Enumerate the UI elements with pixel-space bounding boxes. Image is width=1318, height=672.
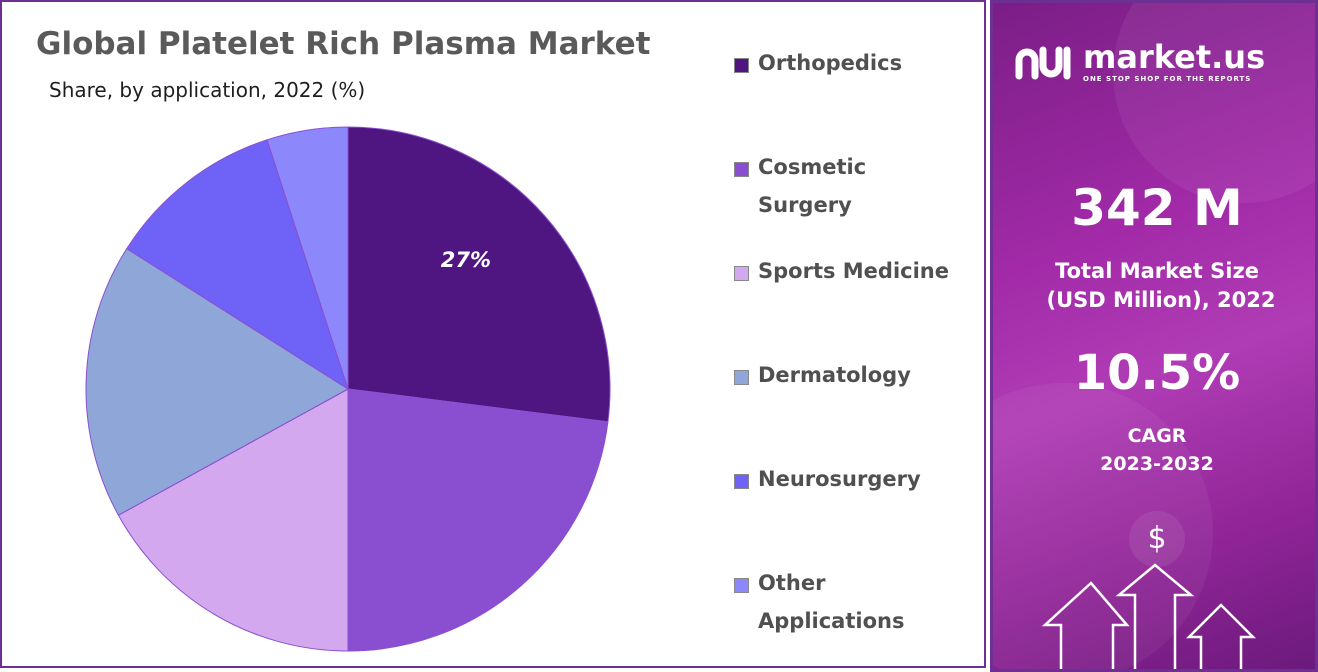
- legend-swatch: [734, 578, 749, 593]
- legend-label: Cosmetic Surgery: [758, 155, 867, 217]
- market-size-unit: (USD Million), 2022: [1046, 288, 1276, 312]
- legend-swatch: [734, 474, 749, 489]
- legend-label: Other Applications: [758, 571, 905, 633]
- cagr-period: 2023-2032: [1100, 453, 1214, 475]
- chart-panel: Global Platelet Rich Plasma Market Share…: [0, 0, 986, 668]
- legend-swatch: [734, 370, 749, 385]
- chart-title: Global Platelet Rich Plasma Market: [36, 26, 651, 62]
- legend-item-sports-medicine: Sports Medicine: [734, 259, 978, 290]
- cagr-value: 10.5%: [1073, 345, 1241, 401]
- pie-slice-dermatology: [85, 247, 349, 516]
- market-size-value: 342 M: [1071, 179, 1243, 237]
- brand-tagline: ONE STOP SHOP FOR THE REPORTS: [1083, 75, 1252, 83]
- legend-label: Orthopedics: [758, 51, 903, 75]
- chart-subtitle: Share, by application, 2022 (%): [49, 78, 366, 102]
- pie-data-label: 27%: [441, 248, 491, 272]
- cagr-label: CAGR: [1127, 425, 1187, 447]
- summary-panel: market.us ONE STOP SHOP FOR THE REPORTS …: [990, 0, 1318, 672]
- brand-name: market.us: [1083, 38, 1266, 76]
- legend-item-dermatology: Dermatology: [734, 363, 978, 394]
- pie-slice-cosmetic-surgery: [347, 388, 609, 652]
- pie-slice-sports-medicine: [117, 388, 349, 652]
- pie-slice-other-applications: [266, 126, 349, 390]
- legend-label: Sports Medicine: [758, 259, 949, 283]
- pie-slice-neurosurgery: [126, 139, 349, 391]
- legend-label: Dermatology: [758, 363, 911, 387]
- decorative-glow: [1113, 3, 1315, 203]
- legend-item-neurosurgery: Neurosurgery: [734, 467, 978, 498]
- legend-item-cosmetic-surgery: Cosmetic Surgery: [734, 155, 898, 224]
- legend-swatch: [734, 266, 749, 281]
- legend-swatch: [734, 162, 749, 177]
- brand-logo: market.us ONE STOP SHOP FOR THE REPORTS: [1013, 41, 1265, 83]
- dollar-icon: $: [1129, 511, 1185, 567]
- legend-item-orthopedics: Orthopedics: [734, 51, 978, 82]
- market-us-logo-icon: [1015, 46, 1071, 80]
- pie-chart: 27%: [85, 126, 611, 652]
- legend-label: Neurosurgery: [758, 467, 921, 491]
- legend-swatch: [734, 58, 749, 73]
- legend-item-other-applications: Other Applications: [734, 571, 928, 640]
- pie-slice-orthopedics: [347, 126, 611, 423]
- growth-arrows-icon: [1041, 563, 1257, 669]
- market-size-label: Total Market Size: [1055, 259, 1259, 283]
